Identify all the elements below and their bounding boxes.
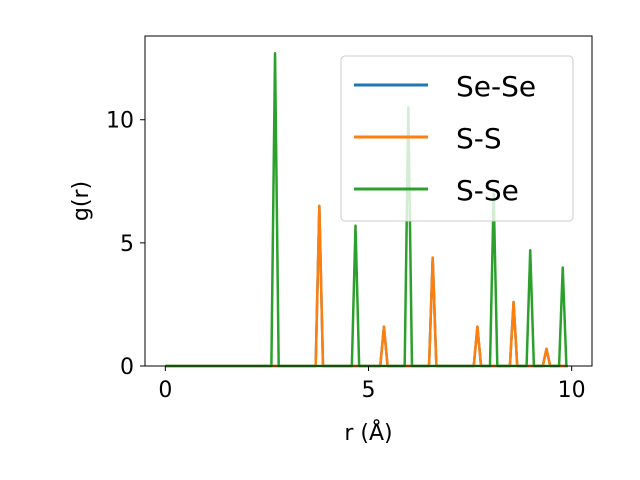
y-tick-label: 0 (120, 355, 134, 380)
legend-label-s-se: S-Se (456, 174, 519, 207)
x-tick-label: 0 (158, 378, 172, 403)
y-axis-title: g(r) (69, 181, 94, 221)
legend-label-se-se: Se-Se (456, 70, 536, 103)
x-tick-label: 5 (362, 378, 376, 403)
series-line-se-se (165, 204, 568, 368)
series-line-s-s (165, 204, 568, 368)
legend: Se-Se S-S S-Se (340, 55, 574, 222)
legend-label-s-s: S-S (456, 122, 502, 155)
legend-box (340, 55, 574, 222)
y-tick-label: 5 (120, 232, 134, 257)
x-axis-title: r (Å) (344, 419, 392, 446)
x-tick-label: 10 (558, 378, 586, 403)
y-tick-label: 10 (106, 109, 134, 134)
